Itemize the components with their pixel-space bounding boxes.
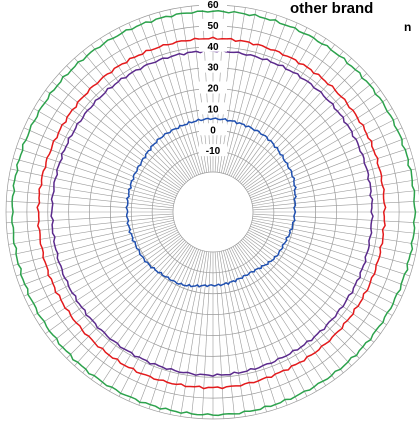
radial-tick-labels: -10 0 10 20 30 40 50 60 <box>199 0 227 157</box>
tick-label: -10 <box>206 146 221 157</box>
chart-subtitle: n <box>404 20 412 34</box>
series-layer <box>11 9 417 417</box>
tick-label-bg <box>199 60 227 73</box>
tick-label: 0 <box>210 125 216 136</box>
grid-ring <box>172 171 254 253</box>
tick-label: 60 <box>207 0 219 11</box>
tick-label: 20 <box>207 84 219 95</box>
tick-label: 40 <box>207 42 219 53</box>
tick-label-bg <box>199 81 227 94</box>
tick-label-bg <box>199 39 227 52</box>
tick-label-bg <box>199 123 227 136</box>
tick-label-bg <box>199 144 227 157</box>
tick-label: 30 <box>207 63 219 74</box>
tick-label: 10 <box>207 104 219 115</box>
tick-label-bg <box>199 18 227 31</box>
chart-title: other brand <box>290 0 374 17</box>
series-line-1 <box>11 9 417 417</box>
tick-label-bg <box>199 0 227 10</box>
tick-label: 50 <box>207 21 219 32</box>
series-line-3 <box>50 49 374 377</box>
series-line-4 <box>125 117 297 288</box>
tick-label-bg <box>199 102 227 115</box>
series-line-2 <box>36 36 387 390</box>
